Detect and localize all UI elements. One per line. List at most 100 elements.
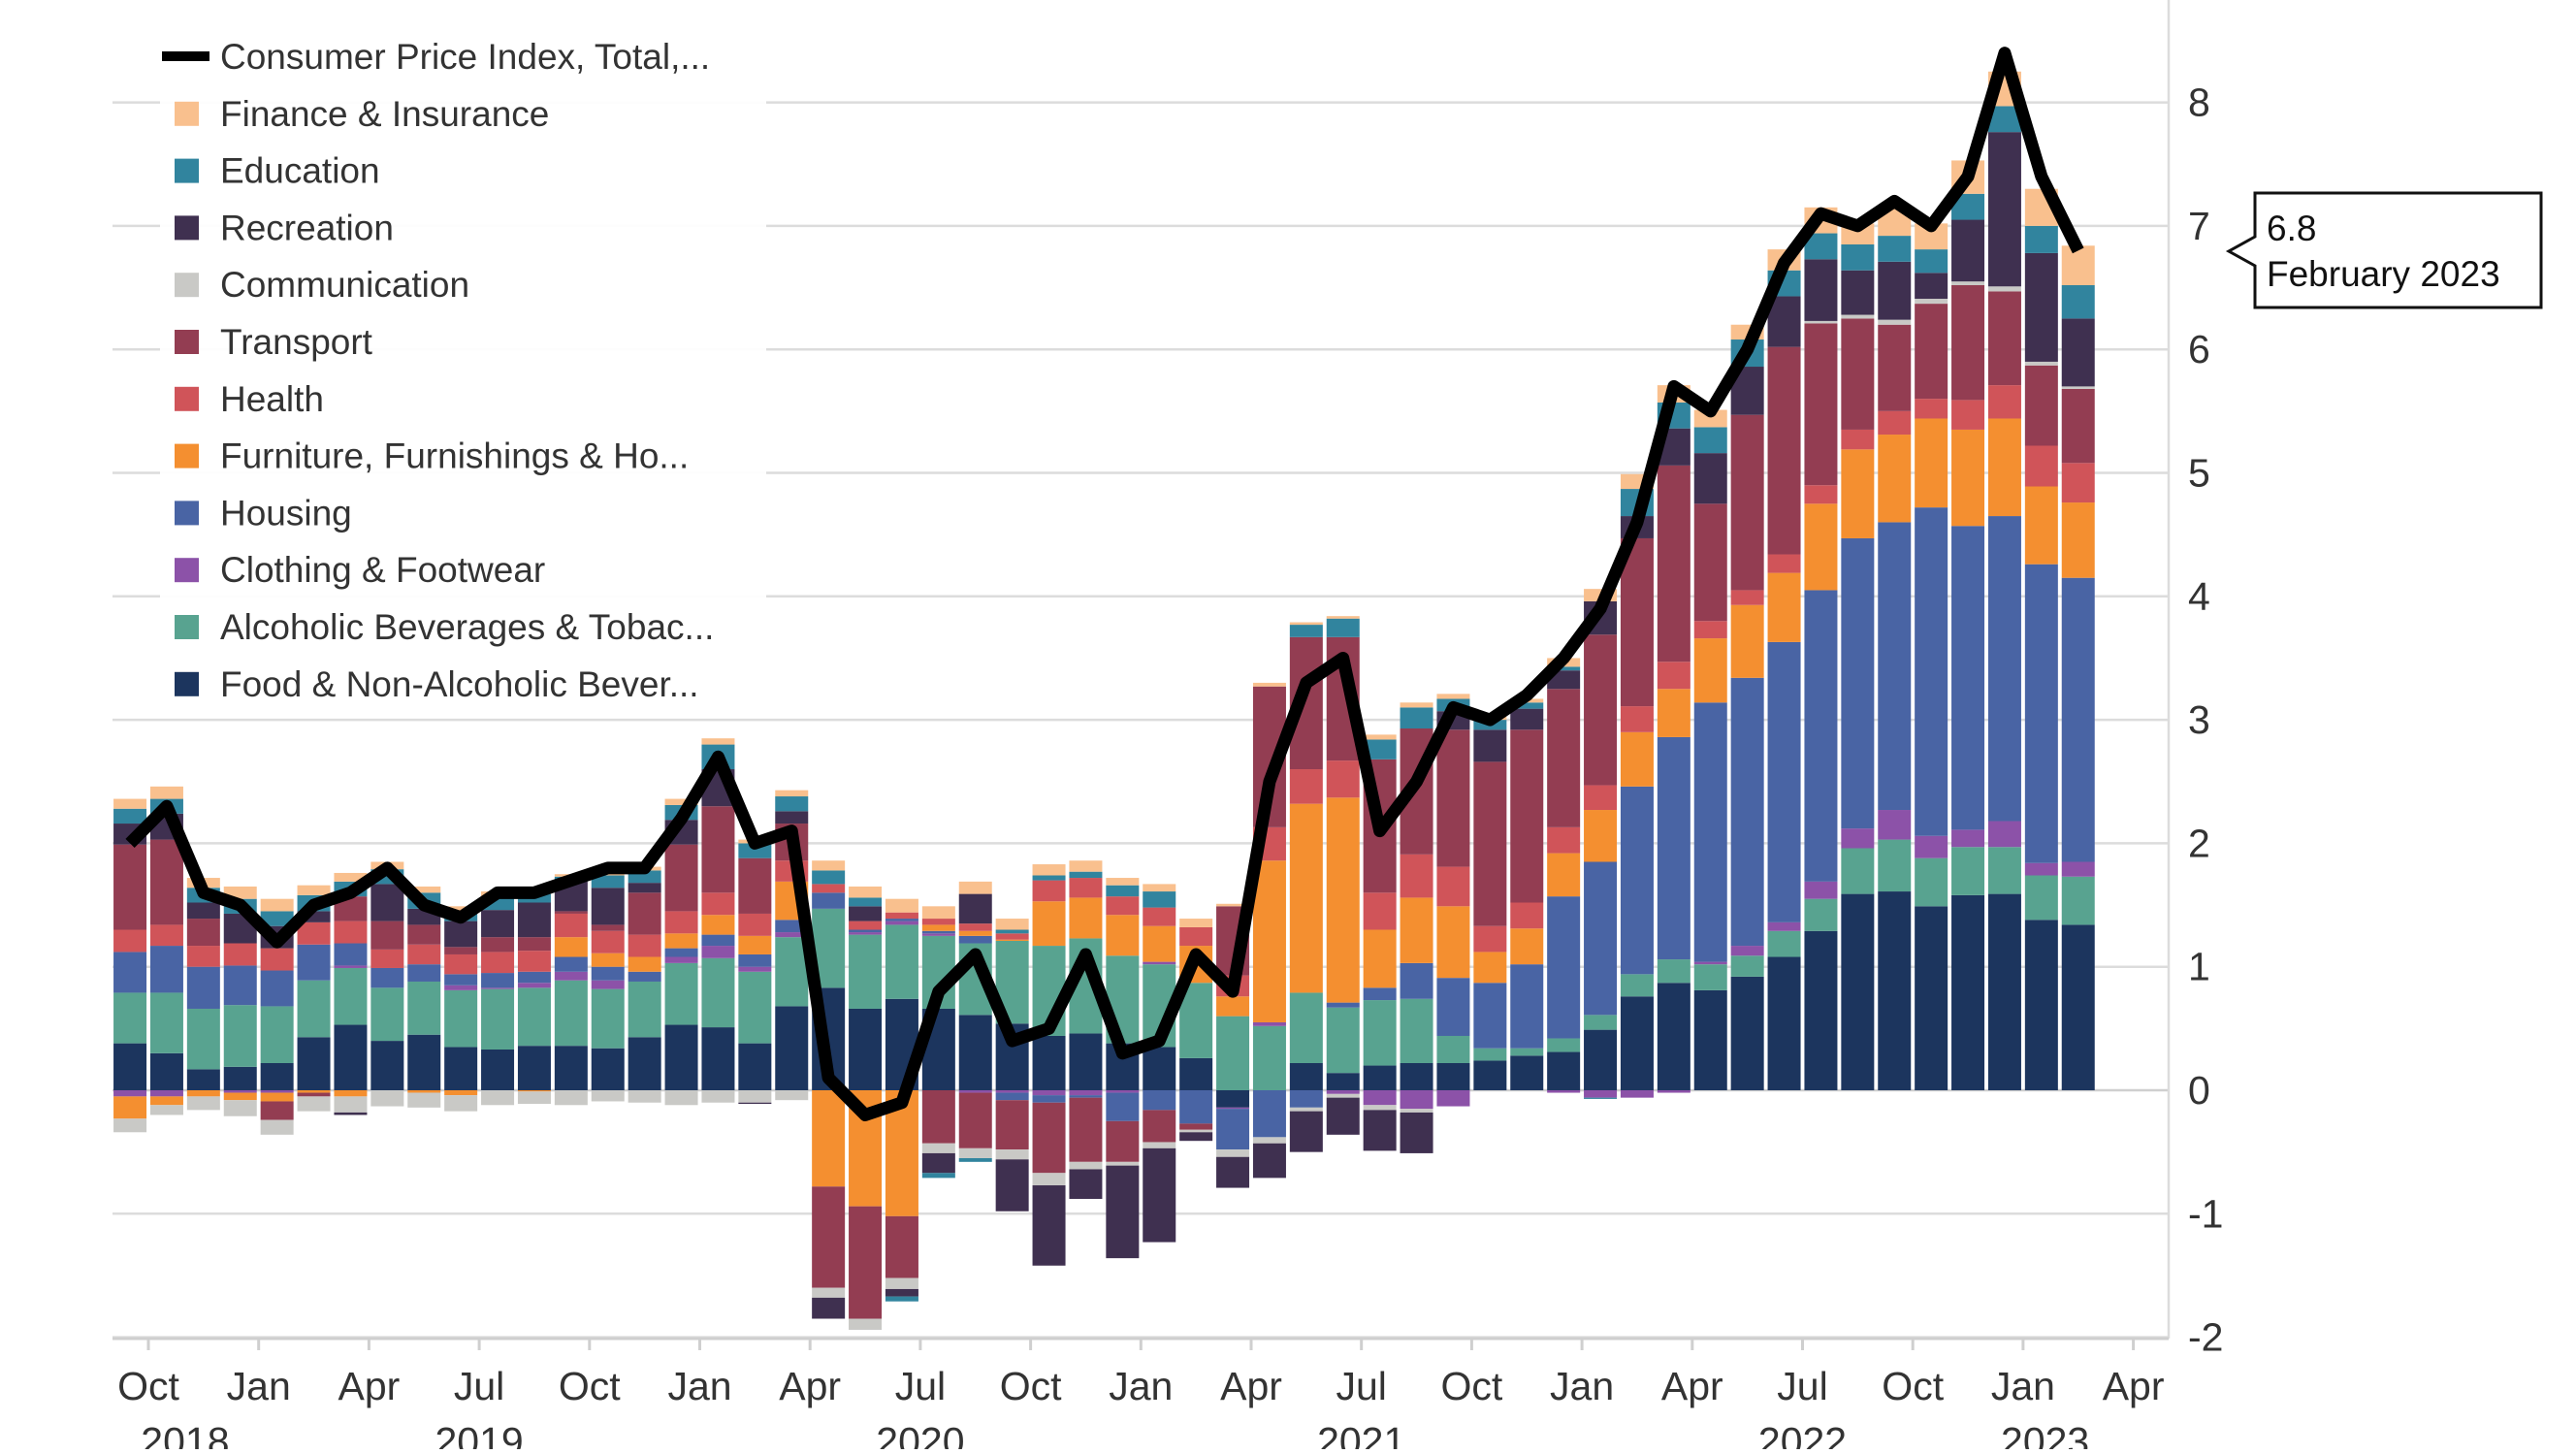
bar-segment-3 xyxy=(444,974,477,985)
bar-segment-0 xyxy=(2025,920,2058,1090)
bar-segment-8 xyxy=(1364,1110,1397,1150)
bar-segment-4 xyxy=(665,933,698,948)
bar-segment-1 xyxy=(113,992,146,1043)
bar-segment-0 xyxy=(113,1044,146,1090)
bar-segment-7 xyxy=(2025,362,2058,366)
bar-segment-0 xyxy=(1694,990,1727,1090)
bar-segment-3 xyxy=(1069,1095,1102,1098)
bar-segment-6 xyxy=(1804,323,1837,485)
bar-segment-9 xyxy=(1069,872,1102,878)
bar-segment-0 xyxy=(407,1035,440,1090)
bar-segment-2 xyxy=(1436,1090,1469,1107)
bar-segment-2 xyxy=(592,981,625,989)
bar-segment-3 xyxy=(812,892,845,909)
bar-segment-0 xyxy=(1547,1052,1580,1090)
bar-segment-3 xyxy=(1327,1003,1360,1008)
bar-segment-0 xyxy=(959,1015,992,1090)
bar-segment-5 xyxy=(2025,445,2058,486)
bar-segment-1 xyxy=(1804,899,1837,931)
bar-segment-7 xyxy=(113,1118,146,1132)
bar-segment-0 xyxy=(1069,1033,1102,1090)
bar-segment-1 xyxy=(407,982,440,1035)
bar-segment-1 xyxy=(1253,1026,1286,1090)
bar-segment-2 xyxy=(1658,1090,1690,1093)
bar-segment-8 xyxy=(2025,253,2058,362)
bar-segment-9 xyxy=(812,870,845,884)
bar-segment-6 xyxy=(1951,285,1984,400)
bar-segment-5 xyxy=(1951,400,1984,430)
bar-segment-3 xyxy=(1988,516,2021,821)
bar-segment-2 xyxy=(738,967,771,972)
x-year-label: 2023 xyxy=(2001,1419,2089,1449)
bar-segment-4 xyxy=(1547,854,1580,897)
bar-segment-6 xyxy=(1694,503,1727,621)
bar-segment-7 xyxy=(1364,1105,1397,1110)
bar-segment-9 xyxy=(1143,891,1175,908)
bar-segment-0 xyxy=(1401,1063,1433,1090)
bar-segment-4 xyxy=(555,937,588,956)
bar-segment-2 xyxy=(2025,863,2058,876)
bar-segment-8 xyxy=(187,903,220,920)
bar-segment-1 xyxy=(1327,1008,1360,1073)
bar-segment-10 xyxy=(150,787,183,799)
bar-segment-8 xyxy=(1106,1166,1139,1258)
bar-segment-1 xyxy=(298,981,331,1038)
bar-segment-6 xyxy=(1988,291,2021,385)
bar-segment-4 xyxy=(1988,418,2021,516)
x-tick-label: Jul xyxy=(1777,1364,1827,1408)
bar-segment-2 xyxy=(1621,1090,1654,1098)
y-tick-label: 4 xyxy=(2188,574,2210,619)
bar-segment-1 xyxy=(1584,1015,1617,1029)
bar-segment-3 xyxy=(1253,1090,1286,1137)
bar-segment-7 xyxy=(1327,1094,1360,1098)
bar-segment-5 xyxy=(849,921,882,930)
bar-segment-1 xyxy=(334,968,367,1025)
bar-segment-0 xyxy=(775,1006,808,1090)
bar-segment-5 xyxy=(1694,621,1727,638)
bar-segment-4 xyxy=(1033,901,1066,946)
bar-segment-3 xyxy=(1694,702,1727,961)
bar-segment-2 xyxy=(1731,946,1764,955)
bar-segment-0 xyxy=(1290,1063,1323,1090)
bar-segment-3 xyxy=(1401,963,1433,999)
bar-segment-5 xyxy=(1915,399,1948,418)
bar-segment-2 xyxy=(996,1090,1029,1093)
bar-segment-2 xyxy=(1584,1090,1617,1098)
bar-segment-7 xyxy=(481,1090,514,1105)
bar-segment-0 xyxy=(1473,1060,1506,1090)
bar-segment-5 xyxy=(1069,878,1102,897)
bar-segment-5 xyxy=(1290,769,1323,804)
bar-segment-5 xyxy=(1547,827,1580,854)
bar-segment-9 xyxy=(775,796,808,811)
x-tick-label: Oct xyxy=(559,1364,621,1408)
bar-segment-7 xyxy=(150,1105,183,1115)
bar-segment-8 xyxy=(444,921,477,948)
bar-segment-5 xyxy=(1179,927,1212,946)
bar-segment-7 xyxy=(1143,1142,1175,1147)
bar-segment-8 xyxy=(1033,1185,1066,1266)
bar-segment-2 xyxy=(1253,1022,1286,1026)
bar-segment-6 xyxy=(1033,1103,1066,1174)
bar-segment-10 xyxy=(886,899,918,913)
bar-segment-2 xyxy=(1069,1090,1102,1095)
bar-segment-7 xyxy=(555,1090,588,1105)
bar-segment-4 xyxy=(1878,435,1911,522)
bar-segment-5 xyxy=(738,914,771,936)
legend-label: Clothing & Footwear xyxy=(220,550,545,590)
bar-segment-9 xyxy=(922,1173,955,1178)
bar-segment-5 xyxy=(1033,881,1066,902)
bar-segment-8 xyxy=(886,1289,918,1297)
bar-segment-1 xyxy=(1364,1000,1397,1065)
bar-segment-3 xyxy=(113,952,146,992)
y-tick-label: 3 xyxy=(2188,697,2210,742)
bar-segment-7 xyxy=(1033,1173,1066,1185)
bar-segment-3 xyxy=(1584,861,1617,1015)
bar-segment-1 xyxy=(150,992,183,1052)
bar-segment-6 xyxy=(1584,634,1617,785)
bar-segment-4 xyxy=(150,1096,183,1105)
bar-segment-1 xyxy=(224,1005,257,1067)
legend-swatch xyxy=(175,330,199,354)
bar-segment-5 xyxy=(224,944,257,966)
bar-segment-8 xyxy=(1179,1132,1212,1141)
x-year-label: 2020 xyxy=(876,1419,964,1449)
